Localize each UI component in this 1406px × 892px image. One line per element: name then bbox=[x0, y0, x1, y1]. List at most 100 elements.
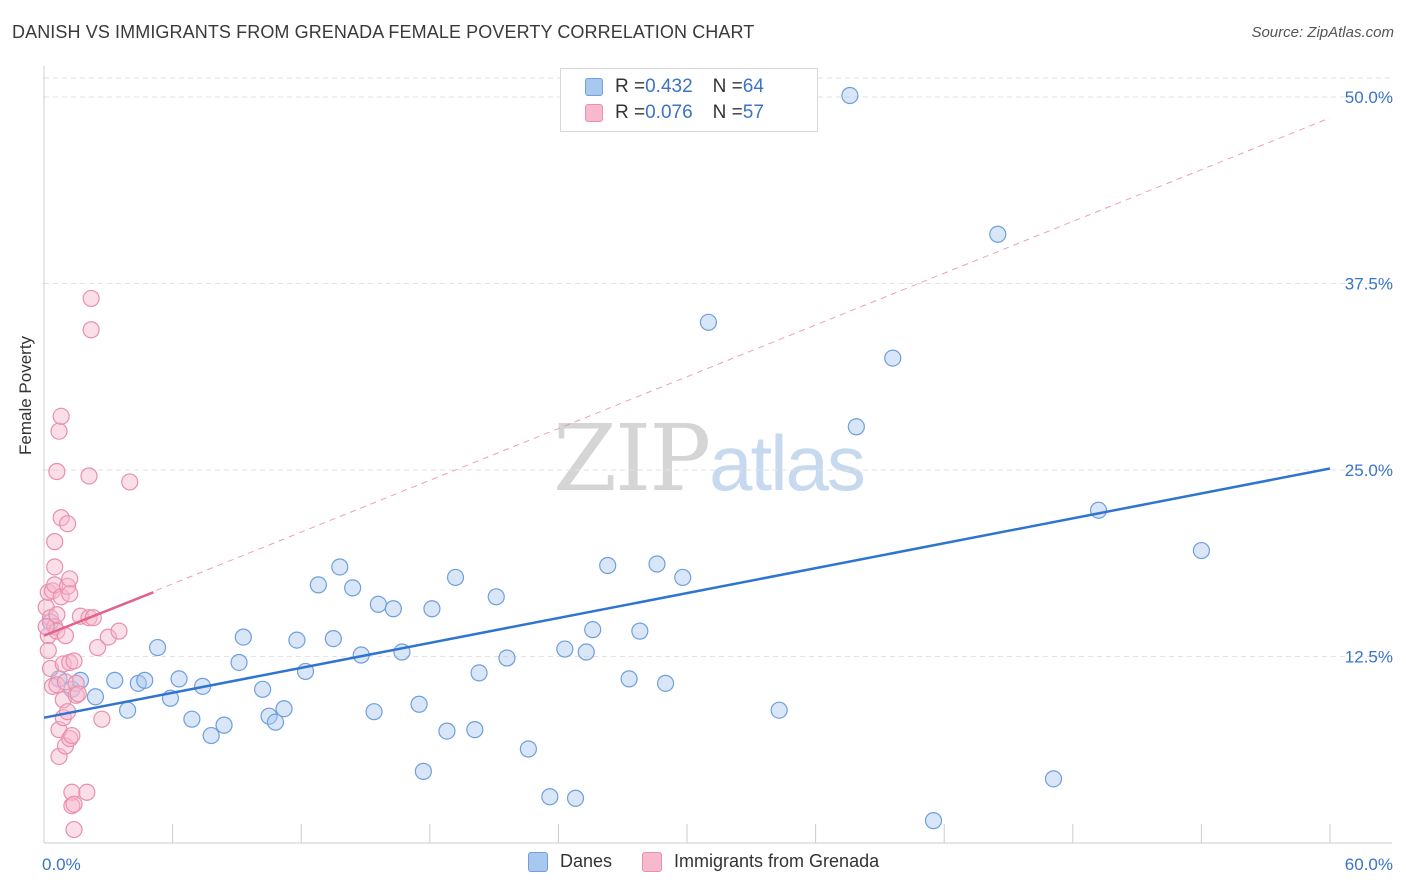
danes-legend-swatch bbox=[528, 851, 548, 872]
danes-swatch bbox=[585, 78, 603, 96]
danes-point-36 bbox=[438, 722, 456, 740]
danes-point-57 bbox=[847, 418, 865, 436]
danes-point-56 bbox=[841, 86, 859, 105]
danes-point-60 bbox=[989, 225, 1007, 243]
grenada-legend-swatch bbox=[642, 851, 663, 872]
danes-point-46 bbox=[577, 643, 595, 661]
grenada-point-28 bbox=[58, 515, 77, 533]
watermark-atlas: atlas bbox=[709, 419, 866, 507]
watermark: ZIPatlas bbox=[553, 405, 866, 512]
danes-point-47 bbox=[584, 621, 602, 639]
danes-point-15 bbox=[215, 716, 233, 734]
danes-points bbox=[41, 86, 1211, 830]
danes-point-5 bbox=[106, 671, 124, 689]
danes-point-54 bbox=[699, 313, 718, 331]
danes-n-label: N = bbox=[712, 76, 743, 97]
danes-point-31 bbox=[384, 600, 402, 618]
grenada-point-47 bbox=[80, 467, 98, 485]
grenada-n-label: N = bbox=[712, 102, 743, 123]
series-legend: Danes Immigrants from Grenada bbox=[528, 851, 909, 872]
grenada-point-48 bbox=[82, 321, 100, 339]
stats-legend: R = 0.432 N = 64 R = 0.076 N = 57 bbox=[560, 68, 818, 132]
grenada-point-9 bbox=[46, 558, 64, 576]
danes-legend-label: Danes bbox=[560, 851, 613, 871]
x-tick-label-0: 0.0% bbox=[42, 855, 81, 874]
y-tick-label-1: 25.0% bbox=[1345, 461, 1393, 480]
grid-lines bbox=[44, 77, 1392, 657]
y-tick-label-2: 37.5% bbox=[1345, 275, 1393, 294]
danes-point-59 bbox=[924, 812, 943, 830]
danes-point-24 bbox=[309, 576, 327, 594]
grenada-point-53 bbox=[99, 628, 117, 646]
axes bbox=[43, 66, 1392, 844]
danes-point-41 bbox=[498, 649, 516, 667]
grenada-point-2 bbox=[39, 641, 57, 660]
danes-point-35 bbox=[423, 600, 441, 618]
grenada-trendline bbox=[43, 591, 154, 637]
y-axis-label: Female Poverty bbox=[16, 335, 35, 455]
grenada-point-39 bbox=[65, 795, 83, 813]
danes-trendline bbox=[43, 467, 1331, 719]
legend-item-grenada[interactable]: Immigrants from Grenada bbox=[642, 851, 879, 872]
danes-point-39 bbox=[470, 664, 488, 682]
source-label: Source: ZipAtlas.com bbox=[1251, 24, 1394, 41]
danes-point-29 bbox=[365, 703, 383, 721]
danes-point-52 bbox=[656, 674, 675, 692]
grenada-extended-trendline bbox=[43, 117, 1331, 637]
grenada-point-41 bbox=[67, 674, 85, 692]
grenada-point-34 bbox=[61, 729, 79, 748]
danes-point-33 bbox=[410, 695, 428, 713]
grenada-legend-label: Immigrants from Grenada bbox=[674, 851, 880, 871]
danes-point-63 bbox=[1192, 541, 1211, 560]
danes-point-40 bbox=[487, 588, 505, 606]
grenada-point-5 bbox=[41, 659, 60, 678]
grenada-point-38 bbox=[65, 652, 83, 670]
grenada-point-37 bbox=[63, 726, 81, 745]
grenada-point-51 bbox=[88, 638, 107, 657]
danes-point-11 bbox=[170, 670, 188, 688]
danes-point-50 bbox=[631, 622, 649, 640]
danes-point-45 bbox=[566, 789, 585, 807]
grenada-n-value: 57 bbox=[742, 102, 764, 123]
y-tick-label-3: 50.0% bbox=[1345, 88, 1393, 107]
legend-item-danes[interactable]: Danes bbox=[528, 851, 612, 872]
danes-point-8 bbox=[136, 671, 154, 689]
danes-point-14 bbox=[202, 726, 220, 745]
danes-point-16 bbox=[230, 653, 248, 672]
danes-point-37 bbox=[446, 568, 465, 587]
danes-point-22 bbox=[288, 631, 306, 649]
grenada-r-value: 0.076 bbox=[645, 102, 693, 123]
danes-point-42 bbox=[519, 740, 537, 758]
grenada-extended-trendline-line bbox=[43, 117, 1331, 637]
danes-point-18 bbox=[254, 680, 272, 698]
legend-row-danes: R = 0.432 N = 64 bbox=[585, 74, 764, 100]
danes-point-4 bbox=[86, 688, 105, 706]
grenada-point-20 bbox=[52, 509, 70, 527]
grenada-point-18 bbox=[50, 422, 68, 440]
danes-point-26 bbox=[331, 558, 349, 576]
grenada-point-12 bbox=[48, 462, 66, 481]
grenada-point-32 bbox=[61, 585, 79, 603]
danes-r-value: 0.432 bbox=[645, 76, 693, 97]
grenada-point-52 bbox=[93, 710, 111, 728]
grenada-point-43 bbox=[69, 685, 87, 703]
danes-point-19 bbox=[260, 707, 278, 725]
grenada-swatch bbox=[585, 104, 603, 122]
danes-point-58 bbox=[884, 349, 902, 367]
danes-point-9 bbox=[148, 638, 167, 657]
grenada-point-22 bbox=[54, 655, 72, 673]
danes-point-25 bbox=[324, 629, 342, 648]
danes-point-21 bbox=[275, 700, 293, 718]
danes-point-55 bbox=[770, 701, 788, 719]
legend-row-grenada: R = 0.076 N = 57 bbox=[585, 100, 764, 126]
grenada-point-45 bbox=[78, 783, 96, 801]
danes-point-51 bbox=[648, 555, 666, 573]
grenada-point-26 bbox=[56, 673, 75, 691]
tick-labels: 12.5% 25.0% 37.5% 50.0% 0.0% 60.0% bbox=[42, 88, 1393, 874]
grenada-points bbox=[37, 289, 139, 839]
grenada-point-31 bbox=[61, 570, 79, 588]
danes-point-34 bbox=[414, 762, 432, 780]
x-tick-label-1: 60.0% bbox=[1345, 855, 1393, 874]
chart-title: DANISH VS IMMIGRANTS FROM GRENADA FEMALE… bbox=[12, 22, 755, 42]
